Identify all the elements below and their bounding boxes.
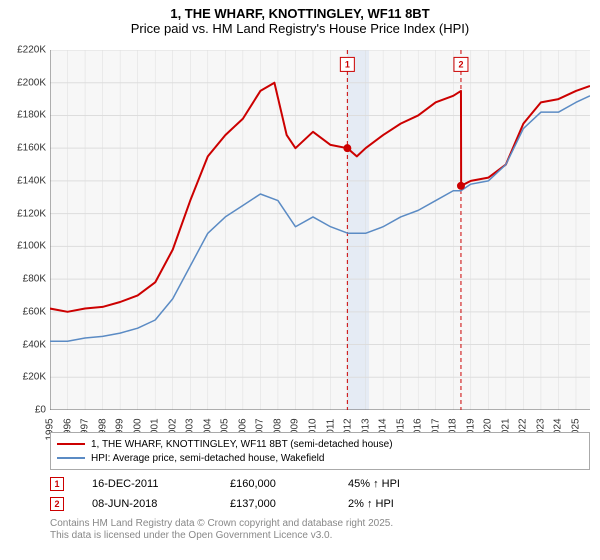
y-tick-label: £100K xyxy=(17,241,46,252)
sales-row-1: 1 16-DEC-2011 £160,000 45% ↑ HPI xyxy=(50,474,590,494)
sale-price-1: £160,000 xyxy=(230,478,320,490)
chart-svg: 12 xyxy=(50,50,590,410)
chart-title: 1, THE WHARF, KNOTTINGLEY, WF11 8BT xyxy=(0,6,600,21)
y-tick-label: £140K xyxy=(17,175,46,186)
footer-line2: This data is licensed under the Open Gov… xyxy=(50,530,590,542)
footer-line1: Contains HM Land Registry data © Crown c… xyxy=(50,518,590,530)
legend-item-hpi: HPI: Average price, semi-detached house,… xyxy=(57,451,583,465)
svg-text:2: 2 xyxy=(458,59,463,69)
sale-price-2: £137,000 xyxy=(230,498,320,510)
y-tick-label: £80K xyxy=(23,274,46,285)
title-block: 1, THE WHARF, KNOTTINGLEY, WF11 8BT Pric… xyxy=(0,0,600,38)
y-tick-label: £0 xyxy=(35,405,46,416)
legend-label-property: 1, THE WHARF, KNOTTINGLEY, WF11 8BT (sem… xyxy=(91,439,393,450)
sale-date-1: 16-DEC-2011 xyxy=(92,478,202,490)
y-tick-label: £40K xyxy=(23,339,46,350)
sale-hpi-1: 45% ↑ HPI xyxy=(348,478,400,490)
sales-row-2: 2 08-JUN-2018 £137,000 2% ↑ HPI xyxy=(50,494,590,514)
sale-badge-1: 1 xyxy=(50,477,64,491)
y-tick-label: £20K xyxy=(23,372,46,383)
svg-text:1: 1 xyxy=(345,59,350,69)
y-tick-label: £160K xyxy=(17,143,46,154)
sales-table: 1 16-DEC-2011 £160,000 45% ↑ HPI 2 08-JU… xyxy=(50,474,590,514)
sale-date-2: 08-JUN-2018 xyxy=(92,498,202,510)
y-tick-label: £220K xyxy=(17,45,46,56)
footer: Contains HM Land Registry data © Crown c… xyxy=(50,518,590,542)
legend: 1, THE WHARF, KNOTTINGLEY, WF11 8BT (sem… xyxy=(50,432,590,470)
chart-subtitle: Price paid vs. HM Land Registry's House … xyxy=(0,21,600,36)
sale-hpi-2: 2% ↑ HPI xyxy=(348,498,394,510)
chart-container: 1, THE WHARF, KNOTTINGLEY, WF11 8BT Pric… xyxy=(0,0,600,560)
y-tick-label: £200K xyxy=(17,77,46,88)
y-tick-label: £60K xyxy=(23,306,46,317)
legend-label-hpi: HPI: Average price, semi-detached house,… xyxy=(91,453,324,464)
sale-badge-2: 2 xyxy=(50,497,64,511)
legend-swatch-property xyxy=(57,443,85,445)
y-tick-label: £120K xyxy=(17,208,46,219)
y-tick-label: £180K xyxy=(17,110,46,121)
legend-item-property: 1, THE WHARF, KNOTTINGLEY, WF11 8BT (sem… xyxy=(57,437,583,451)
chart-area: 12 xyxy=(50,50,590,410)
legend-swatch-hpi xyxy=(57,457,85,459)
